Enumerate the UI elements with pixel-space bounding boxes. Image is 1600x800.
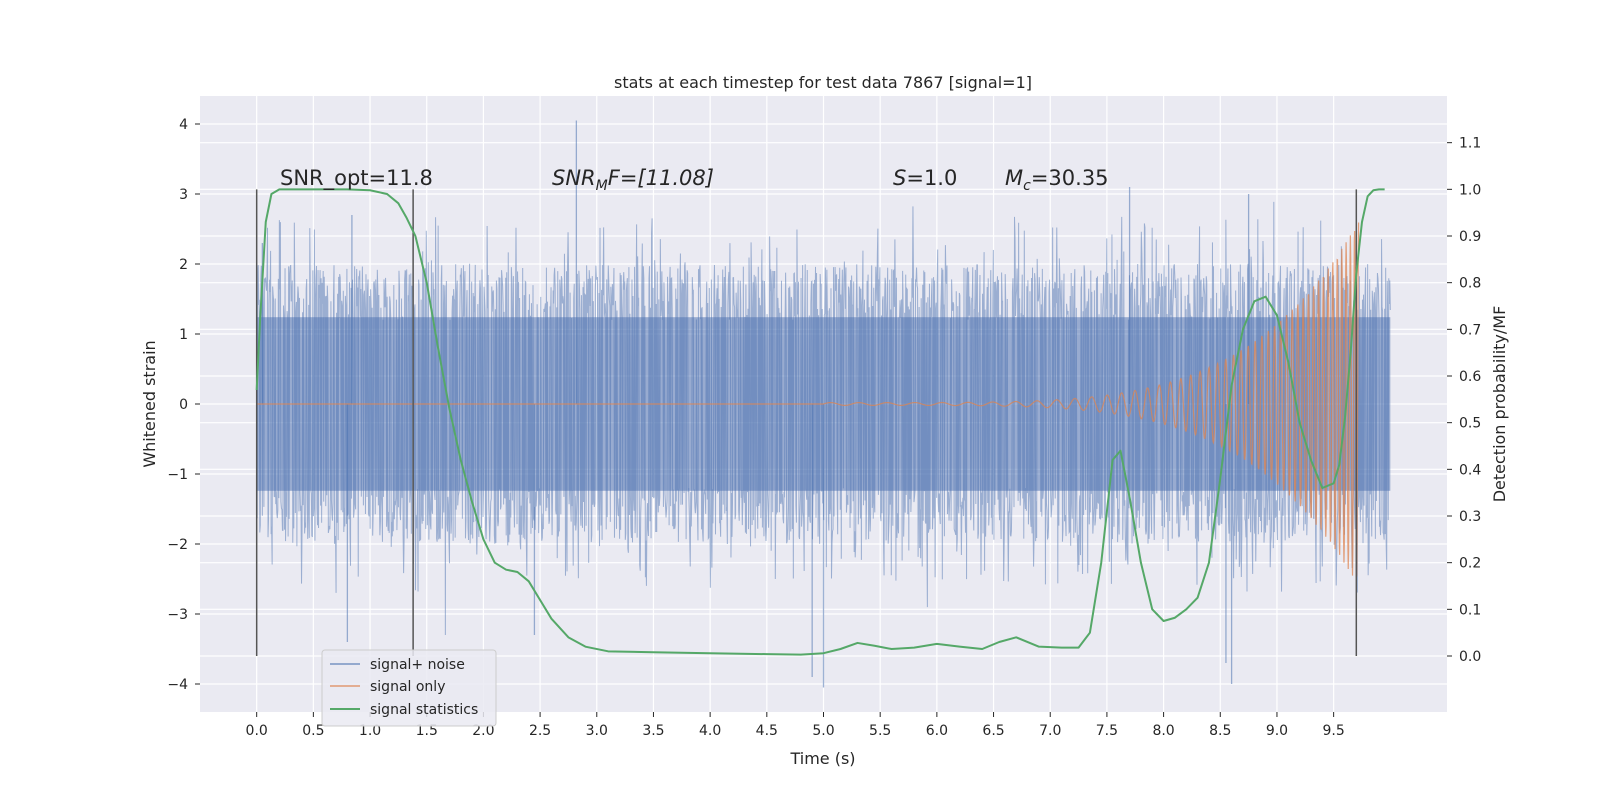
legend-label-noise: signal+ noise	[370, 657, 465, 673]
x-tick-label: 2.5	[529, 723, 551, 739]
legend: signal+ noise signal only signal statist…	[321, 649, 497, 727]
y-tick-label: −2	[167, 537, 188, 553]
x-tick-label: 1.5	[416, 723, 438, 739]
y-tick-label: −1	[167, 467, 188, 483]
y-right-tick-label: 0.9	[1459, 229, 1481, 245]
y-tick-label: 1	[179, 327, 188, 343]
y-right-tick-label: 1.1	[1459, 136, 1481, 152]
y-tick-label: −3	[167, 607, 188, 623]
x-tick-label: 9.0	[1266, 723, 1288, 739]
x-tick-label: 1.0	[359, 723, 381, 739]
y-right-tick-label: 0.7	[1459, 322, 1481, 338]
x-tick-label: 2.0	[472, 723, 494, 739]
x-tick-label: 9.5	[1323, 723, 1345, 739]
y-tick-label: 3	[179, 187, 188, 203]
x-tick-label: 8.5	[1209, 723, 1231, 739]
annotation-mc-subscript: c	[1023, 178, 1031, 194]
annotation-snr-mf-tail: F=[11.08]	[608, 166, 714, 190]
y-tick-label: 2	[179, 257, 188, 273]
x-tick-label: 0.0	[246, 723, 268, 739]
signal-only-series	[256, 222, 1360, 578]
x-tick-label: 5.0	[812, 723, 834, 739]
annotation-snr-mf: SNRMF=[11.08]	[552, 166, 714, 194]
x-tick-label: 8.0	[1152, 723, 1174, 739]
y-right-tick-label: 0.5	[1459, 416, 1481, 432]
y-right-tick-label: 0.0	[1459, 649, 1481, 665]
x-tick-label: 3.0	[586, 723, 608, 739]
y-right-tick-label: 1.0	[1459, 182, 1481, 198]
x-tick-label: 4.5	[756, 723, 778, 739]
y-right-tick-labels: 1.1 1.0 0.9 0.8 0.7 0.6 0.5 0.4 0.3 0.2 0.1 0.0	[1447, 136, 1481, 665]
y-right-tick-label: 0.3	[1459, 509, 1481, 525]
x-tick-labels: 0.0 0.5 1.0 1.5 2.0 2.5 3.0 3.5 4.0 4.5 5.0 5.5 6.0 6…	[246, 712, 1345, 739]
y-tick-labels: 4 3 2 1 0 −1 −2 −3 −4	[167, 117, 200, 693]
y-tick-label: −4	[167, 677, 188, 693]
x-tick-label: 4.0	[699, 723, 721, 739]
chart-title: stats at each timestep for test data 786…	[614, 73, 1032, 92]
annotation-mc-symbol: M	[1005, 166, 1023, 190]
y-right-tick-label: 0.4	[1459, 462, 1481, 478]
y-right-tick-label: 0.2	[1459, 556, 1481, 572]
legend-box	[321, 649, 497, 727]
y-right-tick-label: 0.1	[1459, 602, 1481, 618]
x-tick-label: 3.5	[642, 723, 664, 739]
x-tick-label: 0.5	[302, 723, 324, 739]
y-tick-label: 4	[179, 117, 188, 133]
annotation-mc: Mc=30.35	[1005, 166, 1109, 194]
y-axis-label: Whitened strain	[140, 340, 159, 467]
signal-statistics-line	[255, 188, 1385, 656]
annotation-mc-tail: =30.35	[1031, 166, 1109, 190]
annotation-snr-mf-subscript: M	[596, 178, 608, 194]
legend-label-stat: signal statistics	[370, 702, 478, 718]
signal-only-line	[256, 222, 1360, 578]
legend-label-signal: signal only	[370, 679, 445, 695]
y-right-tick-label: 0.6	[1459, 369, 1481, 385]
annotation-s: S=1.0	[893, 166, 957, 190]
x-tick-label: 6.0	[926, 723, 948, 739]
y-tick-label: 0	[179, 397, 188, 413]
x-tick-label: 7.0	[1039, 723, 1061, 739]
annotation-s-symbol: S	[893, 166, 906, 190]
y-right-tick-label: 0.8	[1459, 276, 1481, 292]
x-tick-label: 7.5	[1096, 723, 1118, 739]
annotation-snr-opt: SNR_opt=11.8	[280, 166, 433, 191]
annotation-s-tail: =1.0	[906, 166, 957, 190]
x-axis-label: Time (s)	[789, 749, 855, 768]
x-tick-label: 5.5	[869, 723, 891, 739]
signal-statistics-series	[255, 188, 1385, 656]
y-right-axis-label: Detection probability/MF	[1490, 306, 1509, 503]
x-tick-label: 6.5	[982, 723, 1004, 739]
annotation-snr-mf-symbol: SNR	[552, 166, 596, 190]
